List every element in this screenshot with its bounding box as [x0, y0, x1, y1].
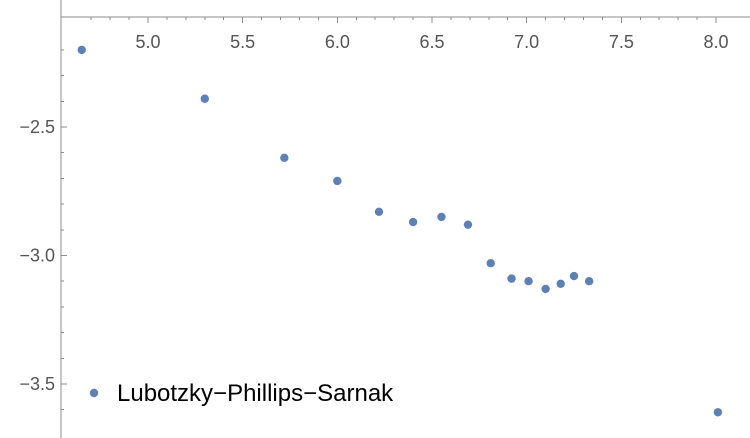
data-point [524, 277, 533, 286]
x-tick-label: 5.0 [135, 32, 160, 52]
legend-label: Lubotzky−Phillips−Sarnak [117, 380, 394, 407]
legend-marker [89, 388, 99, 398]
axis-ticks: 5.0 5.5 6.0 6.5 7.0 7.5 8.0 −2.5 −3.0 −3.5 [19, 17, 729, 411]
legend: Lubotzky−Phillips−Sarnak [89, 380, 394, 407]
x-tick-label: 5.5 [230, 32, 255, 52]
x-tick-label: 6.0 [325, 32, 350, 52]
axes [60, 0, 750, 438]
data-point [280, 153, 289, 163]
data-point [408, 217, 418, 227]
y-tick-label: −2.5 [19, 117, 55, 137]
y-tick-label: −3.5 [19, 374, 55, 394]
data-point [374, 207, 384, 217]
data-point [486, 259, 495, 268]
data-point [569, 271, 579, 281]
x-tick-label: 8.0 [703, 32, 728, 52]
x-tick-label: 7.5 [609, 32, 634, 52]
data-point [333, 176, 342, 186]
data-point [713, 408, 723, 417]
data-point [200, 94, 209, 103]
data-point [437, 212, 446, 222]
data-point [507, 274, 516, 283]
data-point [77, 45, 86, 55]
x-tick-label: 6.5 [419, 32, 444, 52]
data-point [556, 279, 565, 288]
y-tick-label: −3.0 [19, 246, 55, 266]
data-point [584, 277, 594, 286]
data-point [541, 284, 550, 294]
data-point [463, 220, 473, 229]
data-points [77, 45, 723, 417]
x-tick-label: 7.0 [514, 32, 539, 52]
